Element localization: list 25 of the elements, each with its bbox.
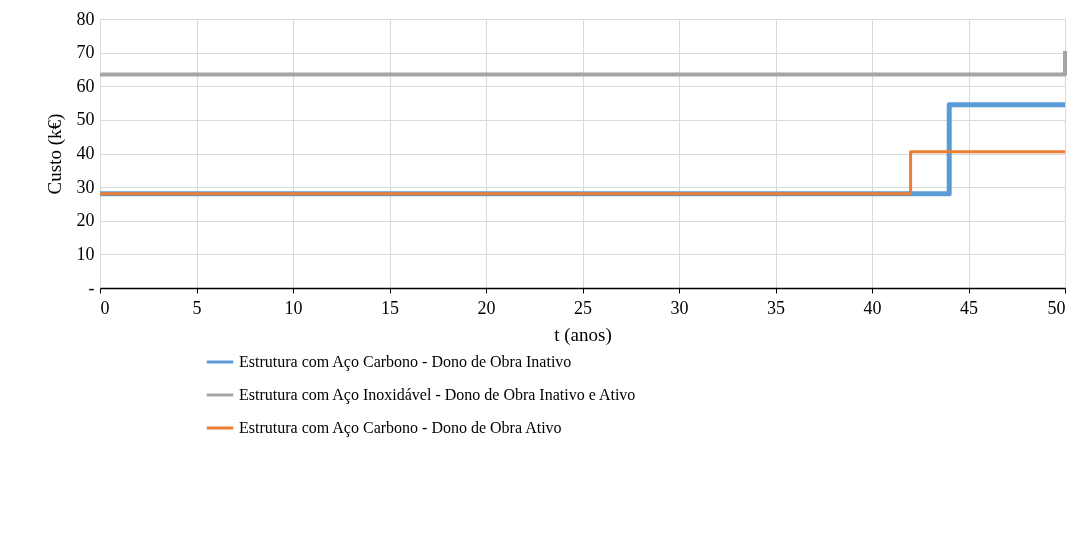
legend-label: Estrutura com Aço Carbono - Dono de Obra Ativo [239,419,562,437]
y-tick-label: 10 [76,243,95,264]
legend-label: Estrutura com Aço Carbono - Dono de Obra Inativo [239,353,572,371]
x-tick-label: 10 [284,297,303,318]
y-tick-label: 80 [76,8,95,29]
x-tick-label: 0 [100,297,110,318]
x-tick-label: 35 [767,297,785,318]
x-tick-label: 40 [863,297,882,318]
y-tick-label: 40 [76,143,95,163]
y-tick-label: 60 [76,75,95,96]
x-tick-label: 20 [477,297,496,318]
x-tick-label: 25 [574,297,592,318]
x-tick-label: 5 [192,297,202,318]
y-tick-label: 30 [76,176,95,197]
y-tick-label: - [88,277,95,298]
x-tick-label: 45 [960,297,978,318]
y-tick-label: 50 [76,109,95,130]
x-tick-label: 15 [381,297,399,318]
x-tick-label: 50 [1047,297,1066,318]
y-axis-title: Custo (k€) [43,113,66,195]
y-tick-label: 20 [76,210,95,231]
y-tick-label: 70 [76,42,95,63]
legend-label: Estrutura com Aço Inoxidável - Dono de Obra Inativo e Ativo [239,386,636,404]
x-tick-label: 30 [670,297,689,318]
x-axis-title: t (anos) [554,323,612,346]
